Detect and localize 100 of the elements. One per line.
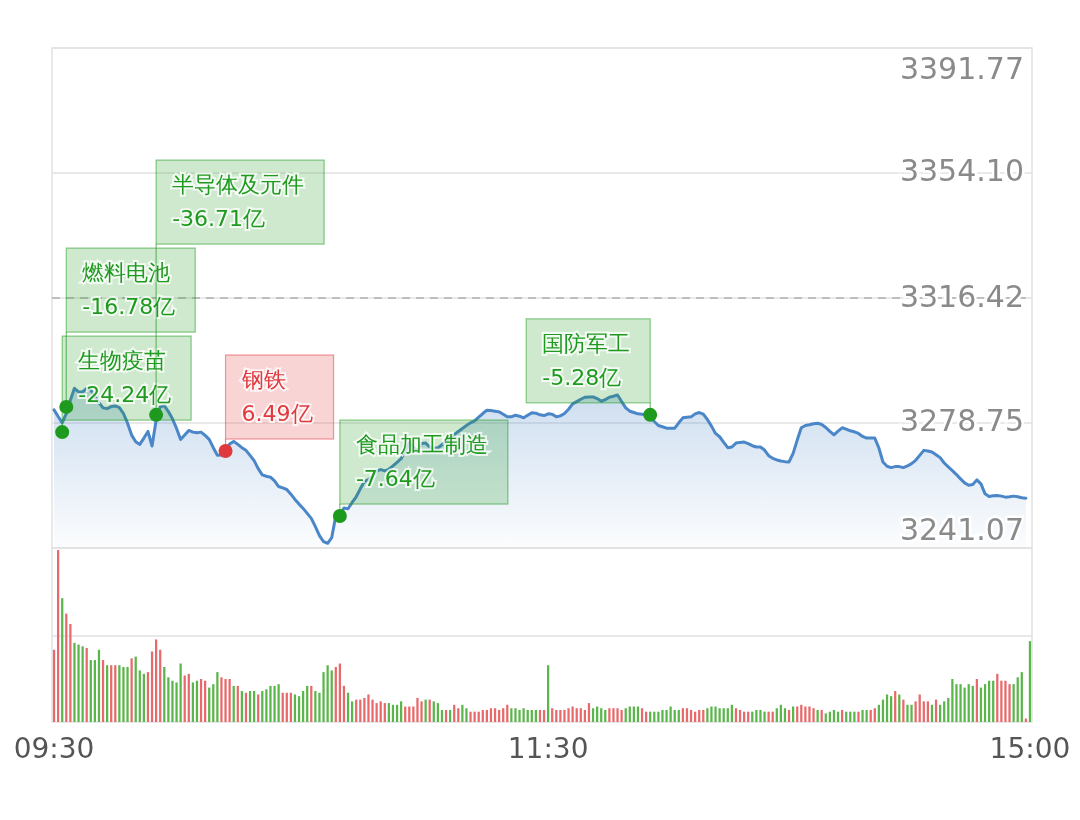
bar xyxy=(420,701,423,722)
bar xyxy=(118,665,121,722)
bar xyxy=(126,666,129,722)
bar xyxy=(918,694,921,722)
bar xyxy=(510,708,513,722)
bar xyxy=(493,708,497,722)
bar xyxy=(502,708,505,722)
x-tick-label: 15:00 xyxy=(989,732,1071,765)
bar xyxy=(110,665,113,722)
bar xyxy=(824,713,827,722)
y-tick-label: 3241.07 xyxy=(899,511,1024,547)
bar xyxy=(257,694,260,722)
bar xyxy=(922,701,925,722)
bar xyxy=(706,708,709,722)
bar xyxy=(563,709,566,722)
bar xyxy=(269,685,272,722)
annotation: 国防军工 -5.28亿 xyxy=(542,330,631,390)
bar xyxy=(73,642,76,722)
bar xyxy=(1008,684,1011,722)
bar xyxy=(518,709,521,722)
bar xyxy=(714,706,717,722)
bar xyxy=(861,709,864,722)
bar xyxy=(77,644,80,722)
bar xyxy=(383,703,386,722)
bar xyxy=(612,708,615,722)
bar xyxy=(522,708,525,722)
bar xyxy=(171,680,174,722)
bar xyxy=(890,696,893,722)
bar xyxy=(661,709,664,722)
bar xyxy=(465,708,468,722)
bar xyxy=(387,703,390,722)
bar xyxy=(379,701,382,722)
annotation: 钢铁 6.49亿 xyxy=(240,367,313,427)
bar xyxy=(191,682,194,722)
bar xyxy=(514,708,517,722)
x-tick-label: 09:30 xyxy=(13,732,95,765)
bar xyxy=(1016,677,1019,722)
bar xyxy=(783,708,787,722)
bar xyxy=(775,708,778,722)
bar xyxy=(567,708,570,722)
bar xyxy=(351,701,354,722)
bar xyxy=(489,708,493,722)
bar xyxy=(432,701,435,722)
bar xyxy=(106,665,109,722)
bar xyxy=(150,651,154,722)
bar xyxy=(155,639,158,722)
bar xyxy=(297,696,301,722)
bar xyxy=(293,694,297,722)
y-tick-label: 3391.77 xyxy=(899,50,1024,86)
bar xyxy=(910,704,913,722)
bar xyxy=(665,709,668,722)
bar xyxy=(906,704,909,722)
bar xyxy=(400,701,403,722)
bar xyxy=(224,679,227,722)
y-tick-label: 3354.10 xyxy=(899,153,1024,189)
bar xyxy=(812,708,815,722)
bar xyxy=(114,665,117,722)
bar xyxy=(600,708,603,722)
bar xyxy=(326,665,329,722)
bar xyxy=(416,697,419,722)
bar xyxy=(640,708,644,722)
bar xyxy=(273,685,276,722)
y-tick-label: 3316.42 xyxy=(899,278,1024,314)
bar xyxy=(130,658,133,722)
bar xyxy=(122,666,125,722)
bar xyxy=(857,711,860,722)
bar xyxy=(885,694,889,722)
bar xyxy=(436,703,439,722)
bar xyxy=(710,706,713,722)
bar xyxy=(681,708,684,722)
bar xyxy=(547,665,550,722)
bar xyxy=(808,706,811,722)
bar xyxy=(167,677,170,722)
bar xyxy=(685,708,689,722)
bar xyxy=(1004,680,1007,722)
bar xyxy=(322,672,325,722)
bar xyxy=(175,682,178,722)
bar xyxy=(575,708,578,722)
bar xyxy=(330,670,333,722)
bar xyxy=(955,684,958,722)
bar xyxy=(926,701,929,722)
bar xyxy=(587,703,591,722)
bar xyxy=(457,708,460,722)
bar xyxy=(718,708,721,722)
bar xyxy=(726,708,729,722)
bar xyxy=(873,708,876,722)
bar xyxy=(722,708,725,722)
bar xyxy=(914,701,917,722)
bar xyxy=(898,694,901,722)
bar xyxy=(469,711,472,722)
bar xyxy=(759,709,762,722)
bar xyxy=(138,670,141,722)
annotation: 半导体及元件 -36.71亿 xyxy=(172,172,305,232)
bar xyxy=(220,677,223,722)
bar xyxy=(375,703,378,722)
bar xyxy=(734,708,738,722)
y-tick-label: 3278.75 xyxy=(899,403,1024,439)
bar xyxy=(367,694,370,722)
bar xyxy=(265,689,268,722)
bar xyxy=(579,708,582,722)
